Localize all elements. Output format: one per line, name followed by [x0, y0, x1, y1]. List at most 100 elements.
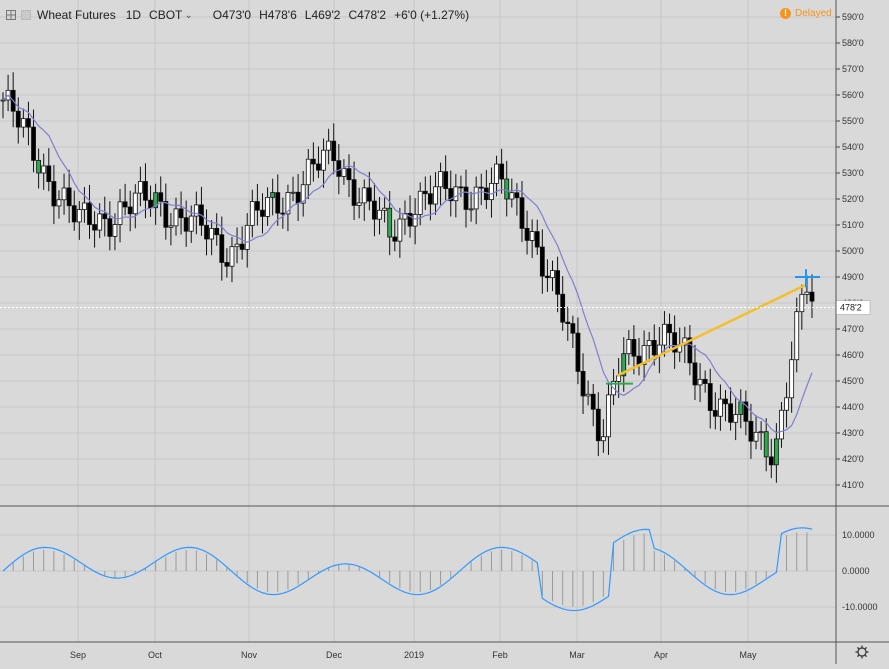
- candle: [260, 209, 265, 217]
- osc-axis-tick-label: 10.0000: [842, 530, 875, 540]
- y-axis-tick-label: 450'0: [842, 376, 864, 386]
- candle: [585, 393, 591, 397]
- candle: [779, 409, 784, 440]
- y-axis-tick-label: 580'0: [842, 38, 864, 48]
- candle: [473, 186, 479, 210]
- candle: [433, 186, 438, 205]
- candle: [137, 181, 143, 194]
- candle: [438, 171, 443, 188]
- chevron-down-icon[interactable]: ⌄: [184, 9, 193, 21]
- candle: [641, 345, 647, 365]
- candle: [122, 201, 128, 208]
- candle: [768, 456, 774, 466]
- candle: [402, 212, 408, 220]
- candle: [458, 186, 464, 189]
- candle: [36, 159, 42, 174]
- candle: [143, 181, 148, 201]
- candle: [321, 149, 326, 171]
- candle: [356, 202, 362, 206]
- candle: [723, 398, 728, 405]
- candle: [570, 323, 576, 334]
- oscillator-pane: [0, 507, 836, 642]
- candle: [448, 188, 454, 202]
- candle: [224, 262, 230, 267]
- symbol-name[interactable]: Wheat Futures: [37, 8, 116, 22]
- candle: [193, 204, 199, 217]
- candle: [366, 187, 372, 202]
- candle: [163, 201, 169, 228]
- osc-axis-tick-label: -10.0000: [842, 602, 878, 612]
- candle: [285, 192, 291, 215]
- candle: [300, 184, 306, 204]
- y-axis-tick-label: 520'0: [842, 194, 864, 204]
- candle: [168, 225, 174, 228]
- candle: [519, 197, 525, 229]
- candle: [82, 202, 87, 210]
- candle: [397, 218, 403, 242]
- candle: [127, 206, 133, 215]
- y-axis-tick-label: 470'0: [842, 324, 864, 334]
- y-axis-tick-label: 510'0: [842, 220, 864, 230]
- candle: [87, 202, 92, 225]
- candle: [809, 291, 815, 302]
- candle: [51, 181, 57, 207]
- candle: [600, 436, 606, 442]
- y-axis-tick-label: 540'0: [842, 142, 864, 152]
- gear-icon[interactable]: [855, 645, 869, 659]
- candle: [229, 246, 235, 267]
- candle: [565, 321, 571, 325]
- candle: [178, 208, 184, 219]
- x-axis-tick-label: Sep: [70, 650, 86, 660]
- candle: [112, 224, 118, 237]
- candle: [687, 337, 693, 364]
- price-label: 478'2: [840, 303, 862, 313]
- candle: [728, 403, 733, 423]
- candle: [575, 332, 581, 372]
- candle: [417, 190, 423, 215]
- candle: [667, 323, 672, 334]
- candle: [407, 212, 413, 227]
- exchange-label[interactable]: CBOT: [149, 8, 183, 22]
- candle: [173, 208, 179, 227]
- candle: [590, 393, 596, 410]
- y-axis-tick-label: 550'0: [842, 116, 864, 126]
- x-axis-tick-label: Dec: [326, 650, 343, 660]
- candle: [204, 224, 209, 240]
- candle: [697, 378, 703, 386]
- grid-icon[interactable]: [6, 10, 16, 20]
- candle: [427, 193, 433, 205]
- candle: [753, 431, 759, 442]
- candle: [102, 213, 108, 220]
- candle: [382, 207, 388, 211]
- candle: [494, 163, 499, 184]
- candle: [743, 401, 749, 422]
- interval-label[interactable]: 1D: [125, 8, 142, 22]
- candle: [209, 227, 215, 240]
- candle: [712, 410, 718, 417]
- candle: [524, 227, 530, 241]
- low-value: L469'2: [304, 8, 341, 22]
- candle: [468, 208, 474, 211]
- candle: [580, 370, 586, 397]
- candle: [621, 353, 627, 377]
- candle: [61, 187, 67, 201]
- delayed-badge[interactable]: ! Delayed: [780, 8, 832, 19]
- candle: [763, 431, 769, 458]
- candle: [392, 236, 398, 242]
- candle: [606, 394, 611, 438]
- change-value: +6'0 (+1.27%): [394, 8, 470, 22]
- candle: [361, 187, 367, 204]
- candle: [326, 140, 332, 151]
- y-axis-tick-label: 430'0: [842, 428, 864, 438]
- y-axis-tick-label: 530'0: [842, 168, 864, 178]
- y-axis-tick-label: 420'0: [842, 454, 864, 464]
- candle: [504, 178, 510, 200]
- candle: [560, 293, 566, 323]
- candle: [244, 224, 250, 250]
- candle: [758, 431, 764, 434]
- candle: [305, 158, 311, 186]
- candle: [789, 359, 795, 399]
- candle: [489, 183, 494, 201]
